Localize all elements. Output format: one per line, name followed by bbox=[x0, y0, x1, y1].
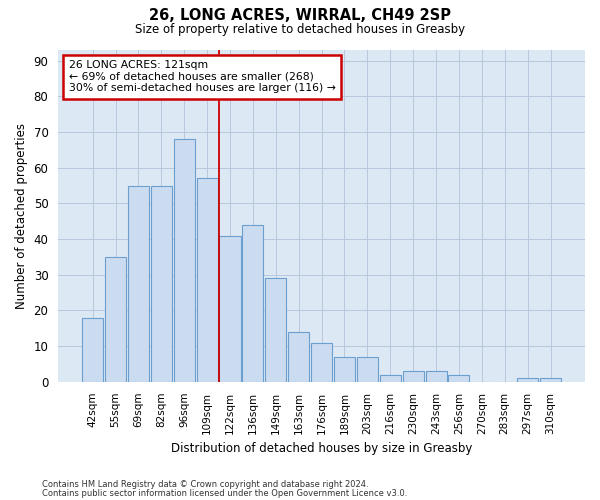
Text: Contains HM Land Registry data © Crown copyright and database right 2024.: Contains HM Land Registry data © Crown c… bbox=[42, 480, 368, 489]
Bar bbox=[105, 257, 126, 382]
Text: 26 LONG ACRES: 121sqm
← 69% of detached houses are smaller (268)
30% of semi-det: 26 LONG ACRES: 121sqm ← 69% of detached … bbox=[68, 60, 335, 93]
X-axis label: Distribution of detached houses by size in Greasby: Distribution of detached houses by size … bbox=[171, 442, 472, 455]
Bar bbox=[220, 236, 241, 382]
Bar bbox=[380, 374, 401, 382]
Bar bbox=[334, 357, 355, 382]
Bar bbox=[357, 357, 378, 382]
Text: Contains public sector information licensed under the Open Government Licence v3: Contains public sector information licen… bbox=[42, 488, 407, 498]
Bar bbox=[151, 186, 172, 382]
Y-axis label: Number of detached properties: Number of detached properties bbox=[15, 123, 28, 309]
Bar bbox=[173, 139, 195, 382]
Bar bbox=[265, 278, 286, 382]
Bar bbox=[82, 318, 103, 382]
Bar bbox=[425, 371, 446, 382]
Text: Size of property relative to detached houses in Greasby: Size of property relative to detached ho… bbox=[135, 22, 465, 36]
Bar bbox=[311, 342, 332, 382]
Bar bbox=[288, 332, 309, 382]
Bar bbox=[128, 186, 149, 382]
Bar bbox=[517, 378, 538, 382]
Text: 26, LONG ACRES, WIRRAL, CH49 2SP: 26, LONG ACRES, WIRRAL, CH49 2SP bbox=[149, 8, 451, 22]
Bar bbox=[448, 374, 469, 382]
Bar bbox=[403, 371, 424, 382]
Bar bbox=[242, 225, 263, 382]
Bar bbox=[540, 378, 561, 382]
Bar bbox=[197, 178, 218, 382]
